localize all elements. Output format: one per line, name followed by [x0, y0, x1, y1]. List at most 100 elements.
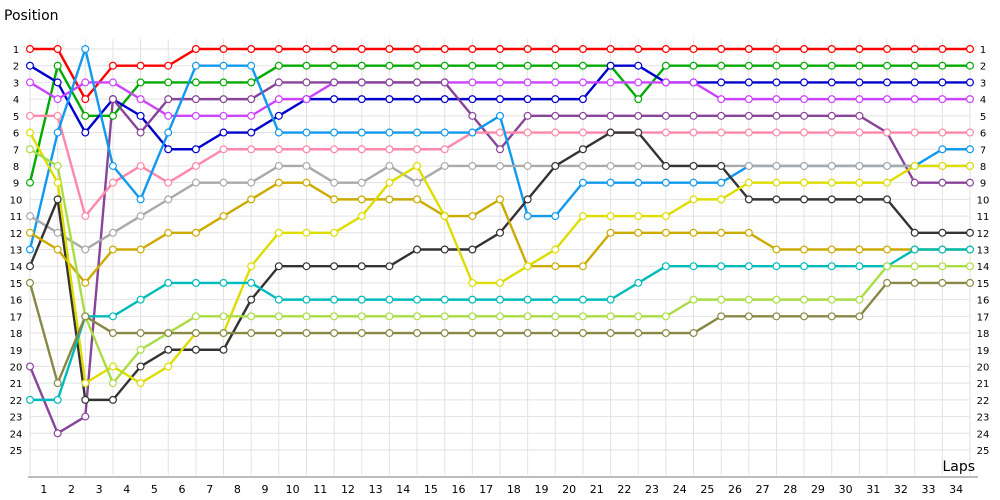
- data-point: [661, 262, 670, 271]
- data-point: [302, 44, 311, 53]
- data-point: [965, 245, 974, 254]
- data-point: [164, 329, 173, 338]
- data-point: [302, 178, 311, 187]
- data-point: [910, 78, 919, 87]
- data-point: [247, 312, 256, 321]
- data-point: [551, 312, 560, 321]
- data-point: [551, 295, 560, 304]
- data-point: [717, 111, 726, 120]
- data-point: [330, 128, 339, 137]
- data-point: [108, 228, 117, 237]
- data-point: [413, 245, 422, 254]
- data-point: [744, 178, 753, 187]
- data-point: [136, 128, 145, 137]
- data-point: [855, 245, 864, 254]
- data-point: [800, 78, 809, 87]
- data-point: [578, 295, 587, 304]
- x-tick-label: 10: [286, 483, 300, 496]
- data-point: [689, 178, 698, 187]
- data-point: [800, 295, 809, 304]
- data-point: [744, 111, 753, 120]
- data-point: [772, 128, 781, 137]
- data-point: [910, 228, 919, 237]
- data-point: [81, 245, 90, 254]
- data-point: [744, 95, 753, 104]
- data-point: [910, 178, 919, 187]
- x-tick-label: 21: [590, 483, 604, 496]
- data-point: [53, 178, 62, 187]
- data-point: [827, 44, 836, 53]
- data-point: [26, 145, 35, 154]
- data-point: [247, 178, 256, 187]
- data-point: [717, 262, 726, 271]
- data-point: [910, 95, 919, 104]
- data-point: [274, 295, 283, 304]
- data-point: [551, 95, 560, 104]
- data-point: [385, 295, 394, 304]
- data-point: [938, 95, 947, 104]
- x-tick-label: 20: [562, 483, 576, 496]
- data-point: [965, 78, 974, 87]
- data-point: [744, 195, 753, 204]
- data-point: [274, 262, 283, 271]
- data-point: [191, 61, 200, 70]
- data-point: [413, 145, 422, 154]
- data-point: [164, 178, 173, 187]
- y-tick-label-left: 1: [13, 45, 19, 56]
- data-point: [606, 178, 615, 187]
- data-point: [219, 95, 228, 104]
- data-point: [744, 312, 753, 321]
- data-point: [413, 44, 422, 53]
- data-point: [468, 312, 477, 321]
- data-point: [855, 295, 864, 304]
- data-point: [413, 295, 422, 304]
- data-point: [357, 95, 366, 104]
- data-point: [883, 95, 892, 104]
- data-point: [247, 111, 256, 120]
- data-point: [164, 128, 173, 137]
- data-point: [164, 228, 173, 237]
- data-point: [274, 145, 283, 154]
- data-point: [81, 312, 90, 321]
- data-point: [468, 161, 477, 170]
- data-point: [108, 379, 117, 388]
- data-point: [634, 178, 643, 187]
- data-point: [717, 78, 726, 87]
- x-tick-label: 34: [949, 483, 963, 496]
- x-tick-label: 24: [673, 483, 687, 496]
- data-point: [634, 329, 643, 338]
- data-point: [136, 329, 145, 338]
- data-point: [191, 95, 200, 104]
- y-tick-label-right: 3: [980, 78, 986, 89]
- data-point: [219, 44, 228, 53]
- data-point: [302, 262, 311, 271]
- x-tick-label: 28: [783, 483, 797, 496]
- data-point: [440, 128, 449, 137]
- data-point: [302, 161, 311, 170]
- data-point: [772, 312, 781, 321]
- data-point: [634, 212, 643, 221]
- data-point: [827, 295, 836, 304]
- data-point: [26, 178, 35, 187]
- data-point: [26, 245, 35, 254]
- data-point: [634, 228, 643, 237]
- data-point: [164, 345, 173, 354]
- data-point: [357, 145, 366, 154]
- data-point: [219, 329, 228, 338]
- x-tick-label: 4: [123, 483, 130, 496]
- y-tick-label-left: 19: [10, 346, 23, 357]
- data-point: [855, 312, 864, 321]
- data-point: [965, 61, 974, 70]
- y-tick-label-left: 17: [10, 312, 23, 323]
- data-point: [385, 195, 394, 204]
- data-point: [551, 212, 560, 221]
- x-tick-label: 11: [313, 483, 327, 496]
- data-point: [800, 312, 809, 321]
- data-point: [413, 128, 422, 137]
- data-point: [578, 262, 587, 271]
- data-point: [468, 95, 477, 104]
- data-point: [661, 44, 670, 53]
- data-point: [136, 345, 145, 354]
- data-point: [772, 95, 781, 104]
- y-tick-label-left: 24: [10, 429, 23, 440]
